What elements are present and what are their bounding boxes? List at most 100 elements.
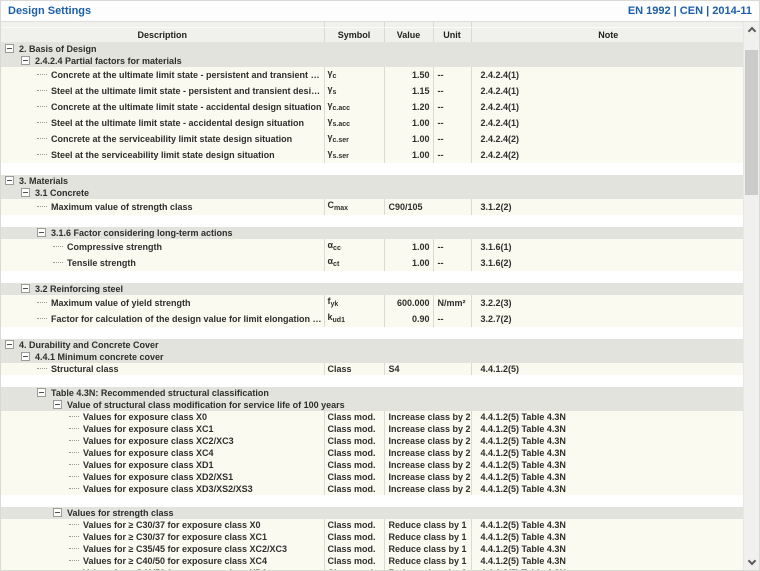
column-header-value[interactable]: Value — [384, 27, 434, 43]
setting-value[interactable]: Increase class by 2 — [384, 434, 472, 447]
table-row[interactable]: Steel at the serviceability limit state … — [1, 146, 744, 163]
table-row[interactable]: Compressive strength αcc 1.00 -- 3.1.6(1) — [1, 238, 744, 255]
section-row[interactable]: 4. Durability and Concrete Cover — [1, 338, 744, 351]
tree-branch-line — [69, 536, 79, 537]
table-row[interactable]: Values for ≥ C40/50 for exposure class X… — [1, 566, 744, 570]
section-row[interactable]: 4.4.1 Minimum concrete cover — [1, 350, 744, 363]
section-row[interactable]: 2. Basis of Design — [1, 42, 744, 55]
setting-value[interactable]: S4 — [384, 362, 472, 375]
setting-description: Compressive strength — [67, 241, 163, 252]
setting-value[interactable]: Increase class by 2 — [384, 422, 472, 435]
section-row[interactable]: 3.2 Reinforcing steel — [1, 282, 744, 295]
table-row[interactable]: Concrete at the ultimate limit state - a… — [1, 98, 744, 115]
table-row[interactable]: Values for ≥ C35/45 for exposure class X… — [1, 542, 744, 555]
section-row[interactable]: 3.1.6 Factor considering long-term actio… — [1, 226, 744, 239]
setting-value[interactable]: Reduce class by 1 — [384, 542, 472, 555]
setting-unit: -- — [433, 130, 472, 147]
section-row[interactable]: Values for strength class — [1, 506, 744, 519]
scroll-up-button[interactable] — [744, 22, 759, 38]
setting-note: 4.4.1.2(5) Table 4.3N — [471, 470, 744, 483]
setting-value[interactable]: 0.90 — [384, 310, 434, 327]
vertical-scrollbar[interactable] — [743, 22, 759, 570]
setting-value[interactable]: Increase class by 2 — [384, 410, 472, 423]
setting-value[interactable]: 1.20 — [384, 98, 434, 115]
table-row[interactable]: Structural class Class S4 4.4.1.2(5) — [1, 362, 744, 375]
setting-value[interactable]: C90/105 — [384, 198, 472, 215]
setting-note: 4.4.1.2(5) Table 4.3N — [471, 422, 744, 435]
table-row[interactable]: Values for exposure class XC4 Class mod. I… — [1, 446, 744, 459]
setting-value[interactable]: 1.15 — [384, 82, 434, 99]
spacer-row — [1, 162, 744, 175]
table-row[interactable]: Factor for calculation of the design val… — [1, 310, 744, 327]
collapse-minus-icon[interactable] — [53, 508, 62, 517]
scroll-down-button[interactable] — [744, 555, 759, 570]
spacer-row — [1, 494, 744, 507]
settings-table-body: 2. Basis of Design 2.4.2.4 Partial factor… — [1, 42, 744, 570]
setting-description: Concrete at the ultimate limit state - p… — [51, 69, 324, 80]
table-row[interactable]: Values for ≥ C30/37 for exposure class X… — [1, 530, 744, 543]
table-row[interactable]: Concrete at the serviceability limit sta… — [1, 130, 744, 147]
spacer-row — [1, 374, 744, 387]
table-row[interactable]: Tensile strength αct 1.00 -- 3.1.6(2) — [1, 254, 744, 271]
collapse-minus-icon[interactable] — [21, 284, 30, 293]
column-header-unit[interactable]: Unit — [433, 27, 472, 43]
column-header-note[interactable]: Note — [471, 27, 744, 43]
collapse-minus-icon[interactable] — [5, 340, 14, 349]
section-row[interactable]: Table 4.3N: Recommended structural class… — [1, 386, 744, 399]
collapse-minus-icon[interactable] — [37, 228, 46, 237]
scrollbar-track[interactable] — [744, 38, 759, 555]
setting-note: 4.4.1.2(5) Table 4.3N — [471, 434, 744, 447]
setting-symbol: Class mod. — [324, 530, 385, 543]
collapse-minus-icon[interactable] — [21, 56, 30, 65]
setting-value[interactable]: 600.000 — [384, 294, 434, 311]
setting-value[interactable]: Increase class by 2 — [384, 470, 472, 483]
table-row[interactable]: Values for exposure class XC1 Class mod. I… — [1, 422, 744, 435]
column-header-symbol[interactable]: Symbol — [324, 27, 385, 43]
collapse-minus-icon[interactable] — [21, 352, 30, 361]
table-row[interactable]: Maximum value of strength class Cmax C90/1… — [1, 198, 744, 215]
setting-value[interactable]: 1.50 — [384, 66, 434, 83]
section-row[interactable]: 2.4.2.4 Partial factors for materials — [1, 54, 744, 67]
setting-value[interactable]: 1.00 — [384, 114, 434, 131]
table-row[interactable]: Values for exposure class X0 Class mod. In… — [1, 410, 744, 423]
section-row[interactable]: 3.1 Concrete — [1, 186, 744, 199]
table-row[interactable]: Values for exposure class XD2/XS1 Class m… — [1, 470, 744, 483]
column-header-description[interactable]: Description — [1, 27, 325, 43]
table-row[interactable]: Steel at the ultimate limit state - acci… — [1, 114, 744, 131]
setting-note: 3.1.6(1) — [471, 238, 744, 255]
setting-description: Steel at the serviceability limit state … — [51, 149, 275, 160]
setting-value[interactable]: Increase class by 2 — [384, 446, 472, 459]
section-row[interactable]: Value of structural class modification f… — [1, 398, 744, 411]
scrollbar-thumb[interactable] — [745, 50, 758, 195]
setting-note: 2.4.2.4(2) — [471, 130, 744, 147]
collapse-minus-icon[interactable] — [5, 44, 14, 53]
collapse-minus-icon[interactable] — [53, 400, 62, 409]
section-label: 4. Durability and Concrete Cover — [19, 339, 159, 350]
section-row[interactable]: 3. Materials — [1, 174, 744, 187]
table-row[interactable]: Values for exposure class XD3/XS2/XS3 Cla… — [1, 482, 744, 495]
setting-symbol: αcc — [324, 238, 385, 255]
setting-value[interactable]: Increase class by 2 — [384, 458, 472, 471]
table-row[interactable]: Values for ≥ C40/50 for exposure class X… — [1, 554, 744, 567]
setting-note: 4.4.1.2(5) Table 4.3N — [471, 566, 744, 570]
setting-value[interactable]: 1.00 — [384, 254, 434, 271]
setting-value[interactable]: Reduce class by 1 — [384, 530, 472, 543]
table-row[interactable]: Concrete at the ultimate limit state - p… — [1, 66, 744, 83]
table-row[interactable]: Values for ≥ C30/37 for exposure class X… — [1, 518, 744, 531]
setting-value[interactable]: 1.00 — [384, 238, 434, 255]
table-row[interactable]: Steel at the ultimate limit state - pers… — [1, 82, 744, 99]
collapse-minus-icon[interactable] — [37, 388, 46, 397]
setting-value[interactable]: Increase class by 2 — [384, 482, 472, 495]
table-row[interactable]: Values for exposure class XD1 Class mod. I… — [1, 458, 744, 471]
setting-value[interactable]: 1.00 — [384, 130, 434, 147]
setting-value[interactable]: Reduce class by 1 — [384, 518, 472, 531]
tree-branch-line — [69, 440, 79, 441]
setting-value[interactable]: Reduce class by 1 — [384, 554, 472, 567]
setting-description: Maximum value of strength class — [51, 201, 193, 212]
setting-value[interactable]: Reduce class by 1 — [384, 566, 472, 570]
table-row[interactable]: Maximum value of yield strength fyk 600.00… — [1, 294, 744, 311]
collapse-minus-icon[interactable] — [21, 188, 30, 197]
collapse-minus-icon[interactable] — [5, 176, 14, 185]
setting-value[interactable]: 1.00 — [384, 146, 434, 163]
table-row[interactable]: Values for exposure class XC2/XC3 Class m… — [1, 434, 744, 447]
